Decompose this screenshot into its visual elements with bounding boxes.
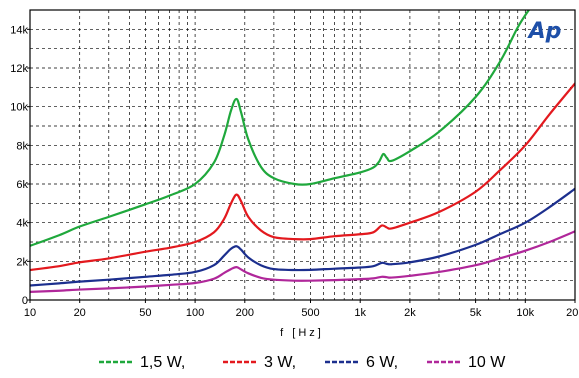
y-tick-label: 0 [22,295,28,307]
y-tick-label: 12k [10,63,28,75]
x-axis: 10 20 50 100 200 500 1k 2k 5k 10k 20k [24,300,579,319]
x-tick-label: 50 [139,307,151,319]
x-tick-label: 10k [516,307,534,319]
y-tick-label: 8k [16,140,28,152]
legend-label-3: 6 W, [366,354,398,371]
plot-area-background [30,10,575,300]
y-tick-label: 14k [10,24,28,36]
y-tick-label: 6k [16,179,28,191]
y-tick-label: 2k [16,256,28,268]
y-axis: 0 2k 4k 6k 8k 10k 12k 14k [10,24,30,307]
series-lines [30,10,575,293]
x-tick-label: 2k [404,307,416,319]
x-tick-label: 10 [24,307,36,319]
x-tick-label: 5k [470,307,482,319]
ap-logo: Ap [527,19,562,44]
legend-label-2: 3 W, [264,354,296,371]
x-tick-label: 200 [236,307,254,319]
legend-label-4: 10 W [468,354,506,371]
plot-frame [29,9,576,301]
series-line-4 [30,230,575,293]
grid [30,10,575,300]
legend-label-1: 1,5 W, [140,354,185,371]
series-line-1 [30,10,530,247]
x-tick-label: 20 [74,307,86,319]
x-tick-label: 20k [566,307,579,319]
series-line-2 [30,82,575,272]
legend: 1,5 W, 3 W, 6 W, 10 W [99,354,506,371]
x-tick-label: 500 [301,307,319,319]
x-tick-label: 100 [186,307,204,319]
y-tick-label: 10k [10,102,28,114]
x-tick-label: 1k [354,307,366,319]
series-line-3 [30,187,575,287]
x-axis-label: f [Hz] [280,327,324,339]
y-tick-label: 4k [16,218,28,230]
